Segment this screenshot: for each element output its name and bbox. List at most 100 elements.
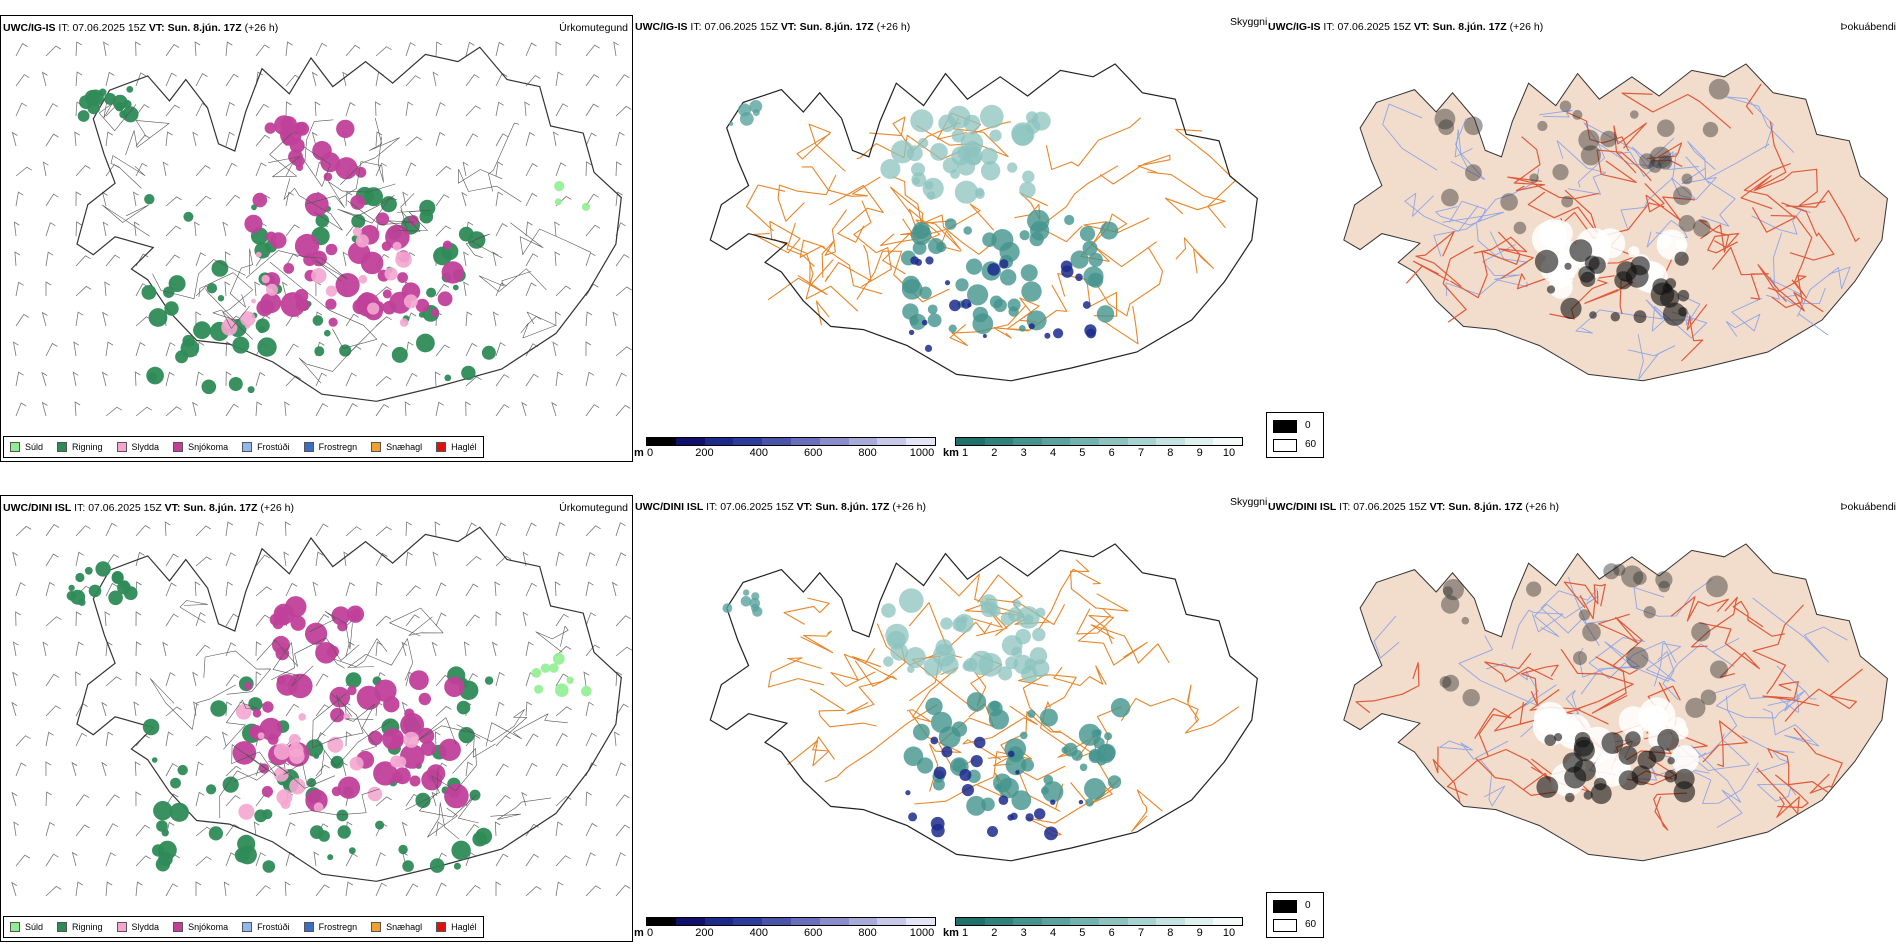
road-line — [1540, 588, 1600, 646]
wind-barb — [104, 281, 111, 297]
weather-blob — [1078, 723, 1101, 746]
colorbar-segment — [984, 918, 1014, 925]
colorbar-segment — [762, 918, 791, 925]
iceland-visibility-map — [709, 543, 1258, 862]
wind-barb — [255, 671, 262, 687]
road-line — [223, 699, 258, 750]
wind-barb — [165, 731, 174, 747]
weather-blob — [235, 704, 252, 720]
weather-blob — [1573, 651, 1587, 666]
weather-blob — [1536, 776, 1559, 798]
road-line — [1690, 596, 1738, 648]
weather-blob — [433, 246, 452, 266]
weather-blob — [1013, 654, 1033, 675]
weather-blob — [273, 767, 289, 782]
wind-barb — [465, 556, 482, 567]
wind-barb — [495, 223, 508, 237]
weather-blob — [925, 697, 943, 715]
road-line — [1767, 275, 1807, 309]
wind-barb — [311, 71, 318, 87]
weather-blob — [397, 272, 408, 283]
precip-type-legend: Súld Rigning Slydda Snjókoma Frostúði Frostre… — [3, 916, 484, 938]
weather-blob — [1583, 790, 1593, 800]
wind-barb — [225, 371, 232, 387]
road-line — [745, 184, 786, 232]
wind-barb — [285, 821, 296, 837]
weather-blob — [1630, 110, 1639, 119]
wind-barb — [255, 401, 263, 417]
road-line — [229, 248, 253, 308]
wind-barb — [165, 225, 182, 237]
weather-blob — [1667, 757, 1675, 765]
weather-blob — [1574, 732, 1591, 748]
road-line — [340, 117, 400, 185]
legend-label: Súld — [25, 442, 44, 452]
colorbar-tick-label: 5 — [1079, 927, 1086, 939]
road-line — [1038, 165, 1119, 243]
weather-blob — [1685, 697, 1706, 718]
legend-label: Snæhagl — [386, 922, 423, 932]
wind-barb — [284, 881, 291, 897]
wind-barb — [165, 793, 179, 807]
wind-barb — [521, 401, 528, 417]
road-line — [1776, 665, 1817, 712]
road-line — [312, 692, 364, 749]
weather-blob — [970, 755, 983, 768]
legend-item: Snæhagl — [371, 442, 422, 452]
weather-blob — [921, 319, 928, 326]
wind-barb — [225, 581, 233, 597]
wind-barb — [75, 525, 91, 537]
weather-blob — [1061, 265, 1074, 278]
weather-blob — [451, 840, 471, 860]
road-line — [1433, 200, 1487, 257]
wind-barb — [224, 281, 231, 297]
weather-blob — [426, 287, 437, 298]
weather-blob — [908, 812, 918, 822]
wind-barb — [555, 796, 572, 807]
vt-value: Sun. 8.jún. 17Z — [815, 501, 890, 513]
weather-blob — [95, 561, 111, 577]
weather-blob — [1546, 285, 1556, 294]
weather-blob — [972, 306, 989, 323]
weather-blob — [311, 268, 327, 284]
wind-barb — [15, 166, 33, 177]
panel-title: Úrkomutegund — [559, 22, 628, 34]
wind-barb — [431, 791, 438, 807]
weather-blob — [1621, 565, 1644, 588]
wind-barb — [72, 371, 79, 387]
wind-barb — [194, 41, 201, 57]
wind-barb — [315, 884, 330, 897]
weather-blob — [1706, 575, 1728, 598]
precip-type-panel-row1: UWC/IG-IS IT: 07.06.2025 15Z VT: Sun. 8.… — [0, 15, 633, 462]
colorbar-tick-label: 4 — [1049, 927, 1057, 939]
colorbar-tick-label: 4 — [1049, 447, 1057, 459]
weather-blob — [208, 826, 223, 841]
road-line — [203, 650, 271, 695]
legend-swatch — [371, 442, 382, 452]
road-line — [1596, 149, 1652, 183]
road-line — [1449, 231, 1521, 299]
wind-barb — [555, 551, 565, 567]
wind-barb — [465, 852, 476, 867]
colorbar-segment — [956, 438, 985, 445]
wind-barb — [525, 373, 539, 387]
road-line — [1698, 219, 1730, 253]
wind-barb — [45, 581, 55, 597]
wind-barb — [224, 251, 231, 267]
weather-blob — [469, 789, 481, 801]
low-visibility-areas — [729, 100, 1119, 352]
road-line — [1662, 637, 1740, 701]
weather-blob — [153, 801, 173, 821]
weather-blob — [1670, 745, 1699, 774]
weather-blob — [1008, 750, 1015, 758]
weather-blob — [954, 180, 978, 204]
wind-barb — [165, 883, 179, 897]
weather-blob — [1461, 616, 1470, 625]
wind-barb — [15, 611, 21, 627]
weather-blob — [963, 114, 981, 132]
wind-barb — [345, 372, 357, 387]
lead-time: (+26 h) — [1509, 21, 1544, 33]
wind-barb — [135, 551, 145, 567]
wind-barb — [75, 881, 84, 897]
wind-barb — [314, 101, 321, 117]
